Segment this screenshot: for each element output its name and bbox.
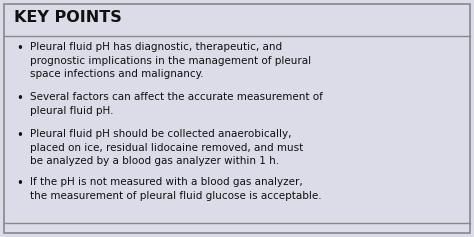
Text: KEY POINTS: KEY POINTS: [14, 10, 122, 25]
Text: •: •: [16, 92, 23, 105]
Text: Pleural fluid pH has diagnostic, therapeutic, and
prognostic implications in the: Pleural fluid pH has diagnostic, therape…: [30, 42, 311, 79]
Text: •: •: [16, 177, 23, 190]
Text: •: •: [16, 42, 23, 55]
Text: •: •: [16, 129, 23, 142]
Text: If the pH is not measured with a blood gas analyzer,
the measurement of pleural : If the pH is not measured with a blood g…: [30, 177, 322, 201]
Text: Several factors can affect the accurate measurement of
pleural fluid pH.: Several factors can affect the accurate …: [30, 92, 323, 116]
Text: Pleural fluid pH should be collected anaerobically,
placed on ice, residual lido: Pleural fluid pH should be collected ana…: [30, 129, 303, 166]
